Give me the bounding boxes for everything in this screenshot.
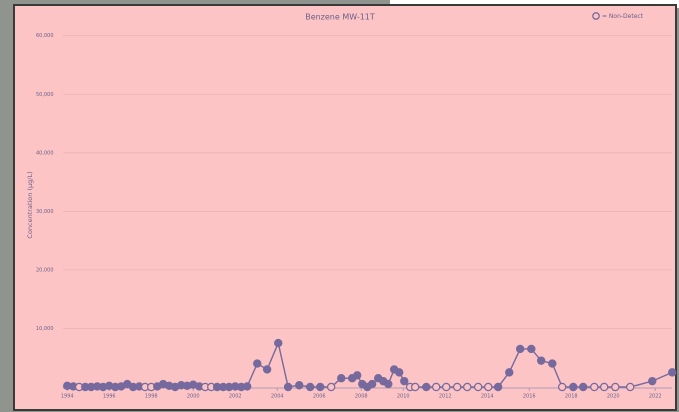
data-point (242, 382, 252, 391)
non-detect-point (590, 382, 599, 392)
data-point (295, 381, 304, 390)
x-tick-label: 2018 (565, 394, 578, 400)
data-point (536, 356, 546, 365)
data-point (648, 376, 657, 386)
data-point (353, 371, 362, 380)
non-detect-point (452, 382, 462, 392)
x-tick-label: 2006 (313, 394, 326, 400)
chart-panel (13, 4, 677, 411)
data-point (505, 368, 514, 377)
legend-symbol (592, 12, 600, 20)
data-point (569, 382, 578, 392)
y-tick-label: 30,000 (36, 209, 54, 215)
x-tick-label: 2012 (439, 394, 452, 400)
chart-title: Benzene MW-11T (305, 13, 375, 22)
x-tick-label: 1994 (61, 394, 74, 400)
non-detect-point (557, 382, 567, 392)
data-point (337, 374, 346, 383)
data-point (316, 382, 325, 392)
data-point (400, 376, 409, 386)
data-point (384, 379, 393, 389)
x-tick-label: 2016 (523, 394, 536, 400)
y-axis-label: Concentration (µg/L) (26, 171, 34, 238)
x-tick-label: 2020 (607, 394, 620, 400)
data-point (422, 382, 431, 392)
non-detect-point (626, 382, 635, 392)
y-tick-label: 40,000 (36, 150, 54, 156)
data-point (548, 359, 557, 368)
x-tick-label: 1996 (103, 394, 116, 400)
data-point (253, 359, 262, 368)
non-detect-point (326, 382, 336, 392)
data-point (493, 382, 503, 392)
data-point (668, 368, 677, 377)
non-detect-point (599, 382, 609, 392)
data-point (305, 382, 315, 392)
x-tick-label: 2002 (229, 394, 242, 400)
data-point (578, 382, 588, 392)
non-detect-point (484, 382, 493, 392)
x-tick-label: 2022 (649, 394, 662, 400)
x-tick-label: 2008 (355, 394, 368, 400)
x-tick-label: 2000 (187, 394, 200, 400)
non-detect-point (410, 382, 420, 392)
non-detect-point (611, 382, 620, 392)
x-tick-label: 1998 (145, 394, 158, 400)
y-tick-label: 50,000 (36, 92, 54, 98)
data-point (367, 379, 377, 389)
data-point (515, 344, 525, 354)
x-tick-label: 2014 (481, 394, 494, 400)
x-tick-label: 2010 (397, 394, 410, 400)
legend-label: = Non-Detect (602, 13, 644, 20)
y-tick-label: 20,000 (36, 267, 54, 273)
non-detect-point (442, 382, 451, 392)
non-detect-point (463, 382, 472, 392)
data-point (527, 344, 536, 354)
data-point (262, 365, 272, 374)
non-detect-point (431, 382, 441, 392)
data-point (395, 368, 404, 377)
x-tick-label: 2004 (271, 394, 284, 400)
y-tick-label: 60,000 (36, 33, 54, 39)
data-point (274, 338, 283, 348)
data-point (283, 382, 293, 392)
y-tick-label: 10,000 (36, 326, 54, 332)
non-detect-point (473, 382, 483, 392)
